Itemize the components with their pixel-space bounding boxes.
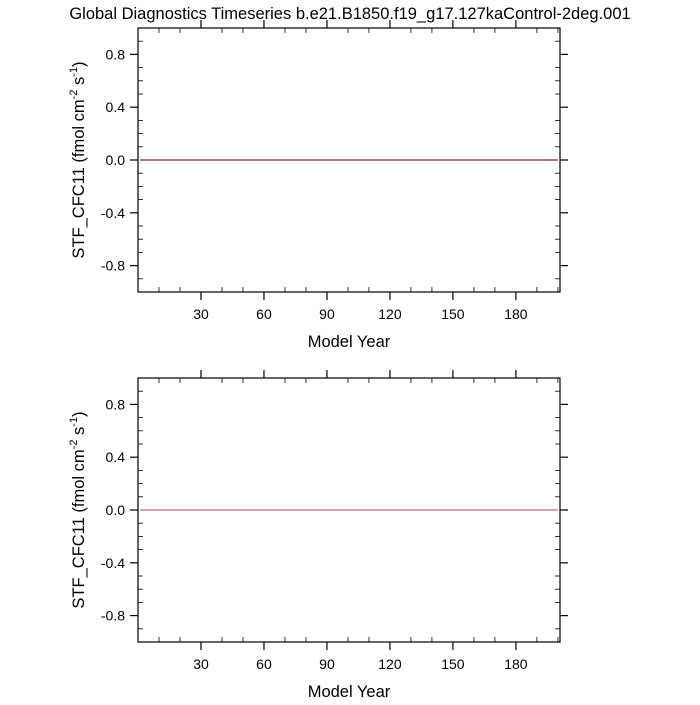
x-tick-label: 90 — [319, 306, 335, 322]
chart-title: Global Diagnostics Timeseries b.e21.B185… — [69, 5, 630, 23]
y-axis-label-part: ) — [70, 411, 88, 417]
x-tick-label: 180 — [504, 306, 528, 322]
y-axis-label-part: ) — [70, 61, 88, 67]
plot-2: 30 60 90 120 150 180 0.8 0.4 0.0 -0.4 -0.8 Model Ye… — [68, 370, 568, 701]
y-axis-label: STF_CFC11 (fmol cm-2 s-1) — [68, 61, 88, 258]
y-axis-label: STF_CFC11 (fmol cm-2 s-1) — [68, 411, 88, 608]
y-axis-label-part: STF_CFC11 (fmol cm — [70, 99, 88, 258]
y-tick-label: 0.0 — [106, 502, 126, 518]
y-tick-label: 0.4 — [106, 99, 126, 115]
x-tick-label: 150 — [441, 656, 465, 672]
plot-1: 30 60 90 120 150 180 0.8 0.4 0.0 -0.4 -0.8 Model Ye… — [68, 20, 568, 351]
y-tick-label: 0.8 — [106, 396, 126, 412]
x-tick-label: 60 — [256, 656, 272, 672]
y-tick-label: 0.0 — [106, 152, 126, 168]
y-axis-label-superscript: -2 — [68, 90, 80, 100]
x-tick-label: 150 — [441, 306, 465, 322]
x-tick-label: 120 — [378, 656, 402, 672]
x-tick-label: 180 — [504, 656, 528, 672]
y-tick-label: 0.8 — [106, 46, 126, 62]
y-axis-label-part: STF_CFC11 (fmol cm — [70, 449, 88, 608]
x-axis-label: Model Year — [308, 333, 391, 351]
y-tick-label: -0.4 — [101, 555, 125, 571]
y-axis-label-superscript: -2 — [68, 440, 80, 450]
y-axis-label-superscript: -1 — [68, 67, 80, 77]
x-tick-label: 60 — [256, 306, 272, 322]
x-tick-label: 30 — [193, 306, 209, 322]
x-tick-label: 120 — [378, 306, 402, 322]
y-tick-label: -0.8 — [101, 608, 125, 624]
y-tick-label: -0.4 — [101, 205, 125, 221]
y-axis-label-superscript: -1 — [68, 417, 80, 427]
x-tick-label: 90 — [319, 656, 335, 672]
y-axis-label-part: s — [70, 427, 88, 440]
y-tick-label: 0.4 — [106, 449, 126, 465]
y-tick-label: -0.8 — [101, 258, 125, 274]
y-axis-label-part: s — [70, 77, 88, 90]
x-axis-label: Model Year — [308, 683, 391, 700]
x-tick-label: 30 — [193, 656, 209, 672]
